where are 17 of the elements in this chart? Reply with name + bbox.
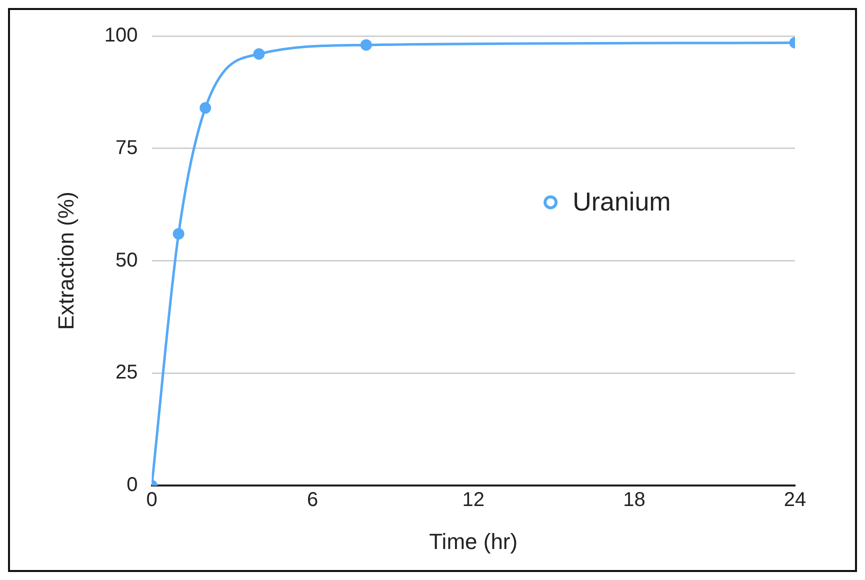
- y-tick-label: 100: [104, 24, 138, 47]
- x-tick-label: 0: [146, 489, 158, 512]
- point: [360, 39, 372, 51]
- x-tick-label: 18: [623, 489, 646, 512]
- y-tick-label: 25: [116, 362, 138, 384]
- x-axis-title: Time (hr): [429, 528, 518, 554]
- point: [172, 228, 184, 240]
- legend-label: Uranium: [572, 186, 671, 217]
- y-tick-label: 0: [126, 474, 138, 496]
- point: [253, 48, 265, 60]
- x-tick-label: 24: [784, 489, 806, 512]
- y-tick-label: 75: [116, 136, 138, 159]
- x-tick-label: 12: [462, 489, 485, 512]
- point: [200, 102, 212, 114]
- x-tick-label: 6: [307, 489, 318, 512]
- y-tick-label: 50: [116, 249, 138, 272]
- y-axis-title: Extraction (%): [53, 192, 78, 330]
